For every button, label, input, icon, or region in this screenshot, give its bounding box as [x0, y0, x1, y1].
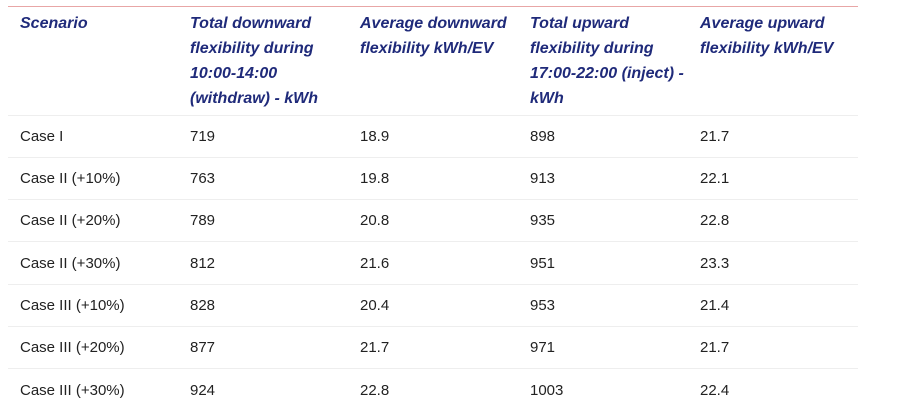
cell-total-downward: 812	[178, 241, 348, 285]
table-row: Case II (+10%) 763 19.8 913 22.1	[8, 156, 858, 200]
table-row: Case III (+30%) 924 22.8 1003 22.4	[8, 368, 858, 412]
cell-average-upward: 22.8	[688, 199, 858, 242]
header-total-upward-flexibility: Total upward flexibility during 17:00-22…	[530, 15, 684, 107]
cell-scenario: Case II (+20%)	[8, 199, 178, 242]
cell-scenario: Case II (+30%)	[8, 241, 178, 285]
cell-scenario: Case III (+20%)	[8, 325, 178, 369]
table-row: Case III (+10%) 828 20.4 953 21.4	[8, 283, 858, 327]
table-row: Case II (+30%) 812 21.6 951 23.3	[8, 241, 858, 285]
cell-total-downward: 924	[178, 368, 348, 412]
cell-average-upward: 21.7	[688, 325, 858, 369]
header-scenario: Scenario	[20, 15, 88, 32]
cell-total-upward: 1003	[518, 368, 688, 412]
cell-average-downward: 18.9	[348, 114, 518, 158]
table-top-rule	[8, 6, 858, 7]
cell-average-downward: 19.8	[348, 156, 518, 200]
cell-total-downward: 763	[178, 156, 348, 200]
cell-total-upward: 953	[518, 283, 688, 327]
cell-average-downward: 20.8	[348, 199, 518, 242]
cell-average-upward: 21.7	[688, 114, 858, 158]
cell-total-downward: 828	[178, 283, 348, 327]
table-row: Case I 719 18.9 898 21.7	[8, 114, 858, 158]
cell-total-upward: 951	[518, 241, 688, 285]
cell-average-downward: 21.7	[348, 325, 518, 369]
cell-scenario: Case III (+30%)	[8, 368, 178, 412]
cell-average-upward: 22.4	[688, 368, 858, 412]
cell-average-upward: 23.3	[688, 241, 858, 285]
cell-total-downward: 789	[178, 199, 348, 242]
cell-average-upward: 22.1	[688, 156, 858, 200]
cell-total-upward: 935	[518, 199, 688, 242]
cell-average-downward: 21.6	[348, 241, 518, 285]
cell-average-downward: 20.4	[348, 283, 518, 327]
table-header-row: Scenario Total downward flexibility duri…	[8, 7, 858, 115]
cell-total-upward: 898	[518, 114, 688, 158]
cell-scenario: Case II (+10%)	[8, 156, 178, 200]
cell-total-downward: 719	[178, 114, 348, 158]
table-row: Case II (+20%) 789 20.8 935 22.8	[8, 199, 858, 242]
table-row: Case III (+20%) 877 21.7 971 21.7	[8, 325, 858, 369]
cell-total-upward: 913	[518, 156, 688, 200]
header-total-downward-flexibility: Total downward flexibility during 10:00-…	[190, 15, 318, 107]
header-average-upward-flexibility: Average upward flexibility kWh/EV	[700, 15, 834, 57]
cell-scenario: Case III (+10%)	[8, 283, 178, 327]
flexibility-table: Scenario Total downward flexibility duri…	[8, 7, 858, 412]
cell-average-downward: 22.8	[348, 368, 518, 412]
cell-total-upward: 971	[518, 325, 688, 369]
cell-average-upward: 21.4	[688, 283, 858, 327]
cell-total-downward: 877	[178, 325, 348, 369]
cell-scenario: Case I	[8, 114, 178, 158]
header-average-downward-flexibility: Average downward flexibility kWh/EV	[360, 15, 507, 57]
